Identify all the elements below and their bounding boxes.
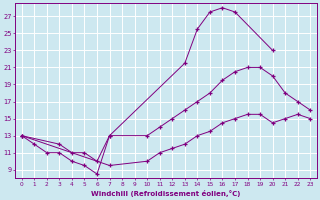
X-axis label: Windchill (Refroidissement éolien,°C): Windchill (Refroidissement éolien,°C) xyxy=(91,190,241,197)
